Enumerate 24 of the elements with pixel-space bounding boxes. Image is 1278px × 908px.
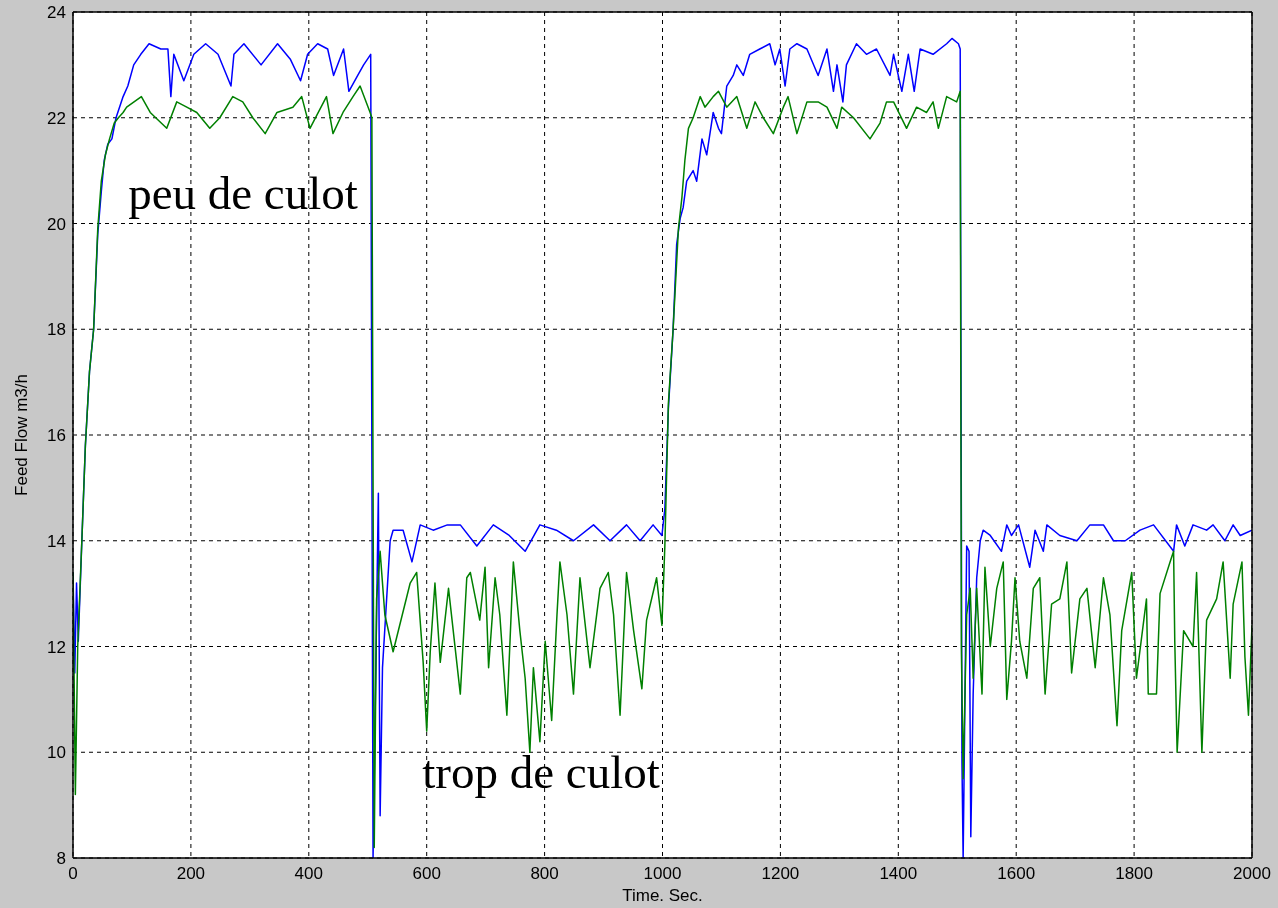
x-tick-label: 1000 (643, 864, 682, 884)
x-tick-label: 400 (294, 864, 323, 884)
x-tick-label: 200 (176, 864, 206, 884)
x-tick-label: 0 (68, 864, 78, 884)
x-tick-label: 1800 (1115, 864, 1154, 884)
y-tick-label: 12 (47, 637, 66, 657)
x-axis-title: Time. Sec. (621, 886, 704, 906)
annotation: trop de culot (422, 745, 660, 799)
y-tick-label: 18 (47, 320, 66, 340)
x-tick-label: 600 (412, 864, 441, 884)
x-tick-label: 1600 (997, 864, 1036, 884)
y-tick-label: 22 (47, 108, 66, 128)
y-tick-label: 16 (47, 426, 66, 446)
annotation: peu de culot (128, 166, 358, 220)
y-tick-label: 10 (47, 743, 66, 763)
y-tick-label: 8 (56, 849, 66, 869)
y-tick-label: 24 (47, 3, 66, 23)
x-tick-label: 1400 (879, 864, 918, 884)
x-tick-label: 800 (530, 864, 559, 884)
y-tick-label: 14 (47, 531, 66, 551)
y-axis-title: Feed Flow m3/h (12, 374, 32, 496)
x-tick-label: 1200 (761, 864, 800, 884)
y-tick-label: 20 (47, 214, 66, 234)
x-tick-label: 2000 (1233, 864, 1271, 884)
